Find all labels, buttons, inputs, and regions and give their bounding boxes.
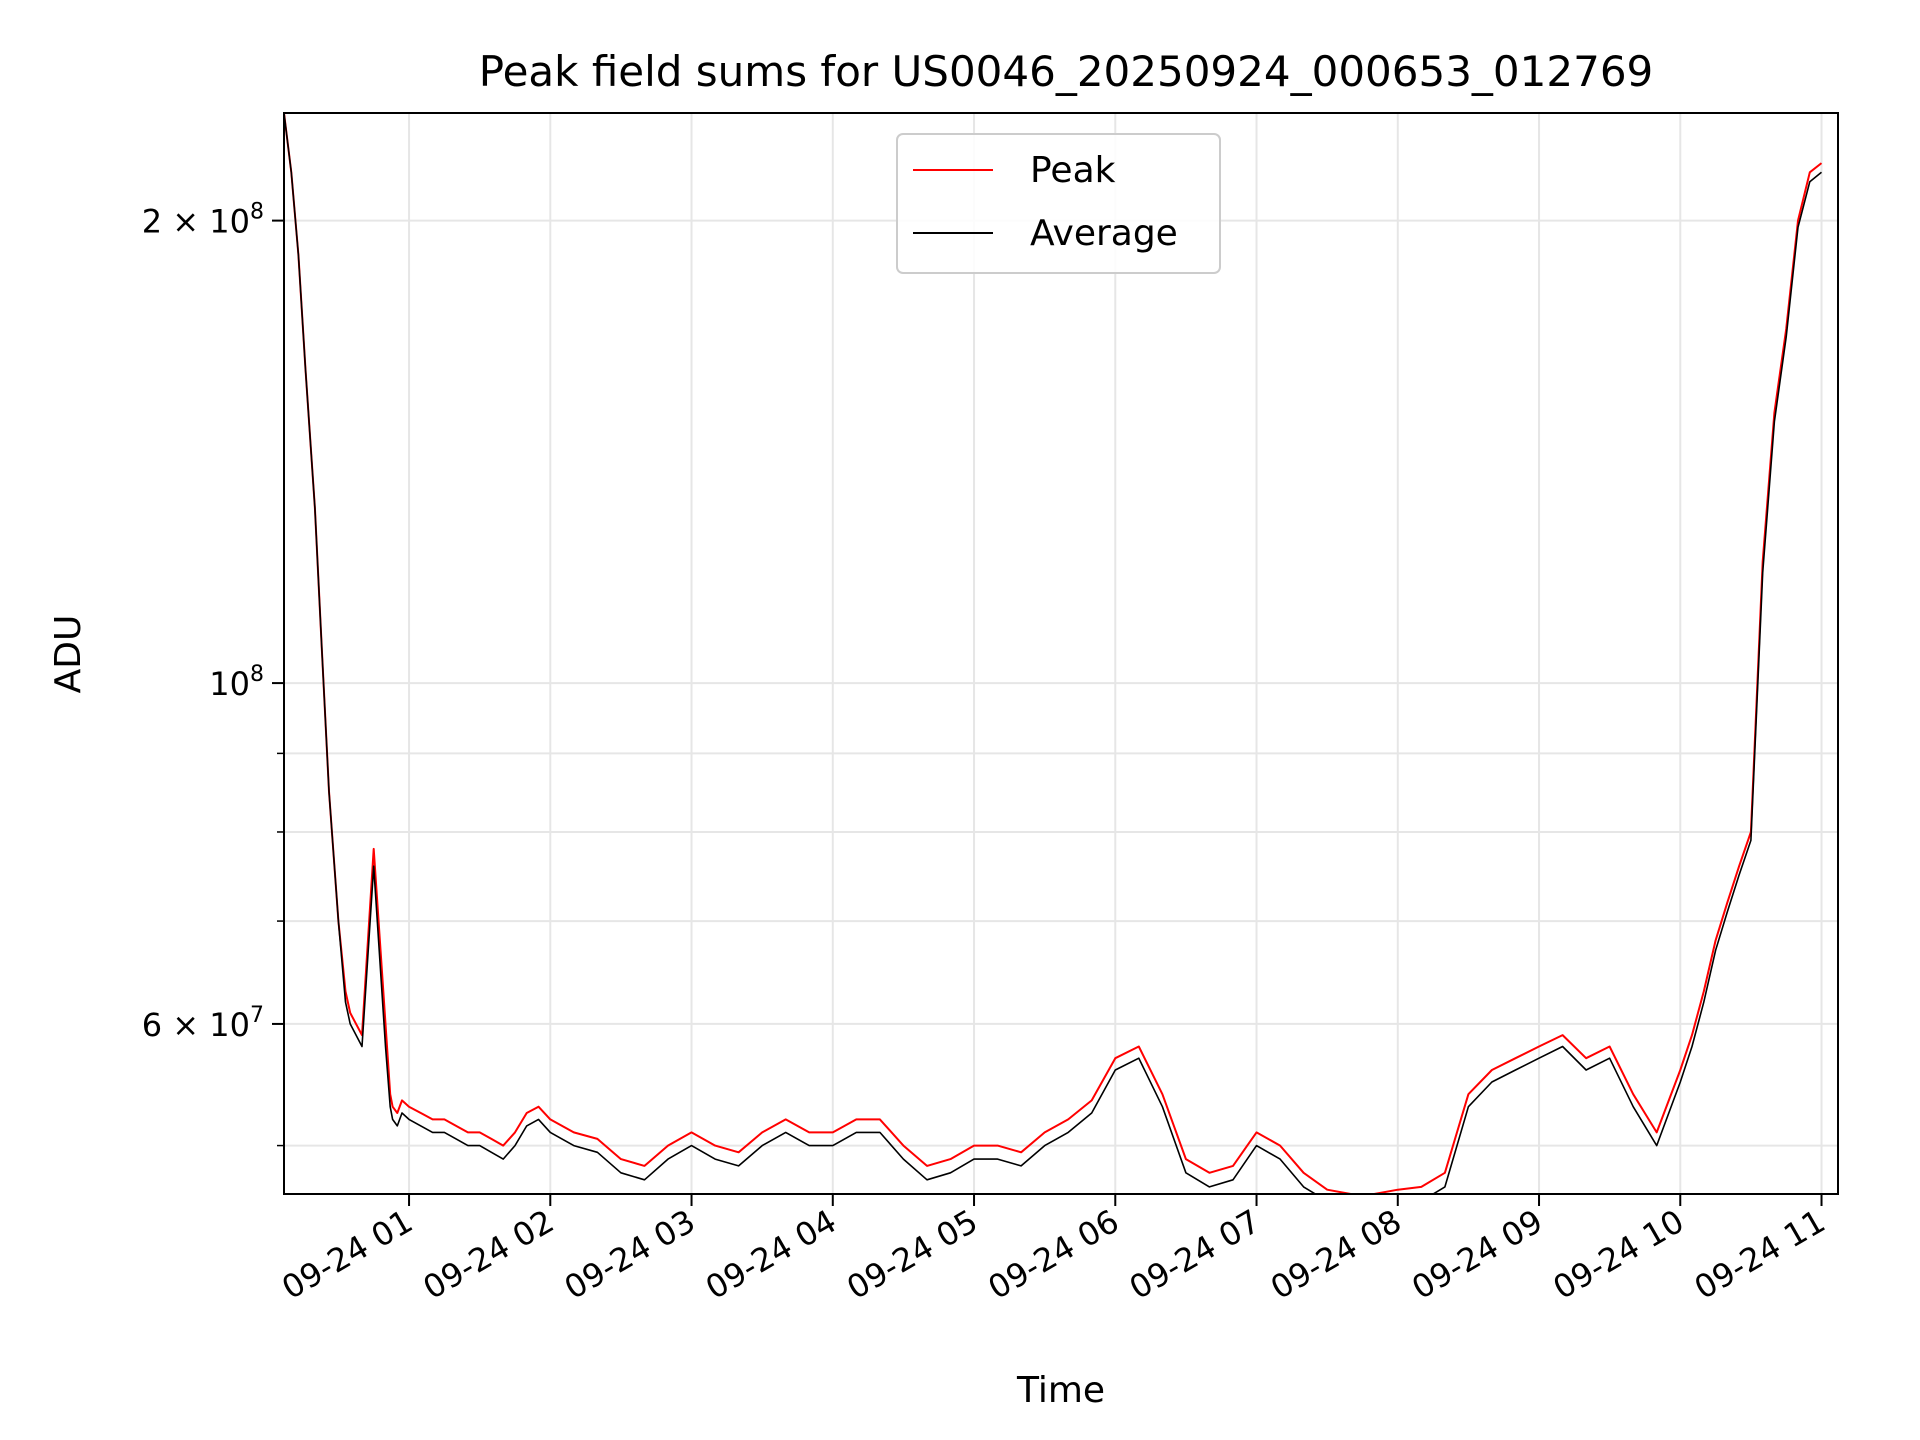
series-layer [284, 113, 1823, 1194]
y-axis-label: ADU [48, 615, 89, 694]
y-tick-exponent: 8 [250, 662, 264, 687]
y-tick-mantissa: 6 [142, 1006, 162, 1044]
chart-title: Peak field sums for US0046_20250924_0006… [479, 47, 1654, 96]
legend-box [896, 133, 1221, 274]
plot-frame [283, 112, 1839, 1195]
y-tick-exponent: 8 [250, 200, 264, 225]
series-line-average [284, 113, 1823, 1194]
y-tick-base: 10 [209, 665, 250, 703]
y-tick-label: 108 [209, 662, 264, 703]
y-tick-base: 10 [209, 203, 250, 241]
y-tick-mantissa: 2 [142, 203, 162, 241]
x-axis-label: Time [1016, 1370, 1105, 1411]
y-tick-label: 6 × 107 [142, 1003, 264, 1044]
series-line-peak [284, 113, 1823, 1194]
y-tick-times: × [162, 203, 209, 241]
y-tick-label: 2 × 108 [142, 200, 264, 241]
legend-label: Average [1030, 213, 1178, 254]
legend: Peak Average [896, 133, 1221, 274]
y-tick-base: 10 [209, 1006, 250, 1044]
grid [284, 113, 1838, 1194]
legend-label: Peak [1030, 150, 1116, 191]
y-tick-exponent: 7 [250, 1003, 264, 1028]
y-tick-times: × [162, 1006, 209, 1044]
